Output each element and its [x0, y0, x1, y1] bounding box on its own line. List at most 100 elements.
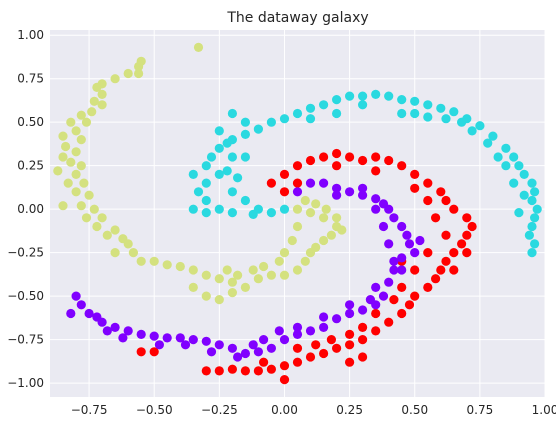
data-point — [371, 204, 381, 214]
data-point — [214, 169, 224, 179]
data-point — [345, 357, 355, 367]
data-point — [389, 256, 399, 266]
data-point — [292, 187, 303, 197]
data-point — [527, 195, 537, 206]
data-point — [266, 270, 276, 280]
data-point — [337, 225, 347, 235]
data-point — [79, 178, 89, 188]
data-point — [292, 204, 303, 214]
data-point — [89, 96, 99, 106]
data-point — [214, 143, 224, 153]
data-point — [58, 131, 68, 141]
data-point — [118, 333, 128, 343]
data-point — [266, 178, 276, 188]
data-point — [89, 204, 99, 214]
data-point — [279, 169, 290, 179]
data-point — [274, 256, 284, 266]
chart-title: The dataway galaxy — [226, 10, 368, 26]
data-point — [227, 288, 237, 298]
data-point — [123, 326, 133, 336]
data-point — [134, 68, 144, 79]
data-point — [110, 322, 120, 332]
data-point — [532, 204, 542, 214]
data-point — [415, 235, 425, 246]
data-point — [240, 117, 250, 127]
data-point — [397, 95, 407, 105]
series-2 — [136, 148, 477, 385]
data-point — [332, 148, 342, 159]
data-point — [253, 124, 263, 134]
data-point — [410, 169, 420, 179]
data-point — [71, 169, 81, 179]
data-point — [319, 152, 329, 162]
data-point — [305, 352, 316, 362]
data-point — [214, 366, 224, 376]
data-point — [279, 270, 290, 280]
data-point — [175, 261, 185, 272]
data-point — [397, 265, 407, 275]
data-point — [201, 291, 211, 301]
data-point — [462, 213, 472, 223]
data-point — [423, 178, 433, 188]
data-point — [162, 260, 172, 270]
data-point — [305, 208, 316, 218]
data-point — [180, 340, 191, 350]
data-point — [319, 213, 329, 223]
data-point — [436, 265, 446, 275]
x-axis-ticks: −0.75 −0.50 −0.25 0.00 0.25 0.50 0.75 1.00 — [71, 403, 556, 417]
data-point — [66, 308, 76, 319]
data-point — [110, 74, 120, 84]
data-point — [305, 178, 316, 188]
data-point — [449, 248, 459, 258]
data-point — [154, 340, 164, 350]
data-point — [259, 335, 269, 345]
data-point — [102, 230, 112, 240]
data-point — [332, 213, 342, 223]
y-tick-label: 0.25 — [17, 159, 44, 173]
data-point — [358, 155, 368, 166]
data-point — [233, 270, 243, 280]
data-point — [389, 213, 399, 223]
data-point — [319, 178, 329, 188]
data-point — [371, 194, 381, 204]
data-point — [227, 108, 237, 119]
data-point — [292, 343, 303, 353]
data-point — [201, 161, 211, 171]
data-point — [475, 121, 485, 131]
data-point — [319, 322, 329, 332]
y-tick-label: 1.00 — [17, 28, 44, 42]
data-point — [384, 239, 394, 249]
data-point — [488, 131, 498, 141]
data-point — [253, 274, 263, 284]
data-point — [311, 340, 321, 350]
data-point — [397, 221, 407, 232]
data-point — [509, 178, 519, 188]
data-point — [287, 235, 297, 246]
data-point — [259, 261, 269, 272]
data-point — [371, 326, 381, 336]
data-point — [319, 235, 329, 246]
data-point — [365, 295, 375, 305]
data-point — [441, 195, 451, 206]
data-point — [292, 329, 303, 339]
data-point — [110, 248, 120, 258]
data-point — [305, 155, 316, 166]
data-point — [397, 108, 407, 119]
data-point — [384, 317, 394, 327]
data-point — [423, 282, 433, 292]
data-point — [358, 305, 368, 315]
data-point — [201, 270, 211, 280]
data-point — [253, 366, 263, 376]
data-point — [457, 117, 467, 127]
data-point — [71, 147, 81, 157]
data-point — [410, 108, 420, 119]
x-tick-label: 0.75 — [467, 403, 494, 417]
data-point — [188, 169, 198, 179]
data-point — [266, 117, 276, 127]
data-point — [274, 326, 284, 336]
data-point — [332, 183, 342, 193]
data-point — [136, 256, 146, 266]
data-point — [248, 340, 258, 350]
data-point — [214, 295, 224, 305]
